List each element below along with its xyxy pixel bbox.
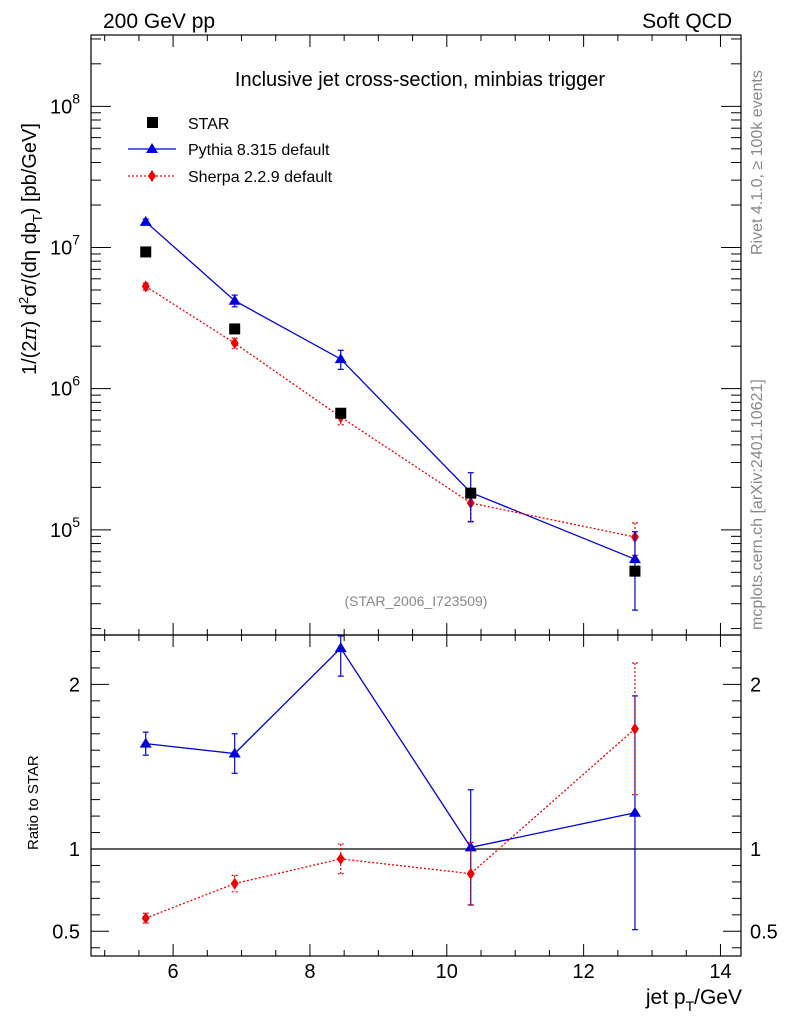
chart-title: Inclusive jet cross-section, minbias tri… xyxy=(235,69,605,91)
pythia-point xyxy=(334,353,347,364)
sherpa-ratio-error-bar xyxy=(337,843,344,875)
ratio-plot-frame xyxy=(90,634,742,957)
mcplots-label: mcplots.cern.ch [arXiv:2401.10621] xyxy=(749,379,766,630)
ratio-series xyxy=(139,635,641,931)
sherpa-ratio-point xyxy=(466,867,475,880)
y-tick-label: 108 xyxy=(50,90,80,118)
pythia-ratio-point xyxy=(628,806,641,817)
star-point xyxy=(140,246,152,258)
sherpa-ratio-line xyxy=(145,728,636,919)
x-tick-label: 14 xyxy=(709,961,731,983)
x-tick-label: 10 xyxy=(436,961,458,983)
legend: STAR Pythia 8.315 default Sherpa 2.2.9 d… xyxy=(128,116,333,186)
sherpa-ratio-point xyxy=(336,852,345,865)
y-tick-labels: 105 106 107 108 xyxy=(50,90,80,542)
x-tick-label: 6 xyxy=(168,961,179,983)
legend-star-marker xyxy=(147,117,158,128)
pythia-series-line xyxy=(145,221,636,560)
sherpa-ratio-error-bar xyxy=(467,841,474,906)
ratio-tick-label-left: 0.5 xyxy=(52,921,80,943)
y-tick-label: 105 xyxy=(50,514,80,542)
x-tick-label: 8 xyxy=(304,961,315,983)
legend-sherpa-label: Sherpa 2.2.9 default xyxy=(188,169,333,186)
x-tick-label: 12 xyxy=(573,961,595,983)
ratio-tick-label-left: 2 xyxy=(69,674,80,696)
main-series xyxy=(139,215,641,611)
pythia-point xyxy=(628,553,641,564)
pythia-ratio-point xyxy=(334,642,347,653)
pythia-ratio-point xyxy=(139,737,152,748)
sherpa-ratio-point xyxy=(230,877,239,890)
header-left: 200 GeV pp xyxy=(103,10,215,33)
sherpa-point xyxy=(230,337,239,350)
star-point xyxy=(229,323,241,335)
sherpa-ratio-point xyxy=(630,722,639,735)
legend-sherpa-marker xyxy=(148,170,156,182)
pythia-ratio-point xyxy=(464,841,477,852)
pythia-point xyxy=(139,215,152,226)
y-tick-label: 106 xyxy=(50,373,80,401)
star-point xyxy=(335,407,347,419)
header-right: Soft QCD xyxy=(642,10,732,33)
star-point xyxy=(465,487,477,499)
ratio-tick-label-right: 0.5 xyxy=(750,921,778,943)
ratio-axis-title: Ratio to STAR xyxy=(25,755,42,850)
pythia-point xyxy=(228,294,241,305)
legend-pythia-marker xyxy=(146,143,158,153)
sherpa-point xyxy=(141,280,150,293)
ratio-tick-label-right: 1 xyxy=(750,839,761,861)
y-axis-title: 1/(2π) d2σ/(dη dpT) [pb/GeV] xyxy=(16,123,45,375)
ratio-tick-label-right: 2 xyxy=(750,674,761,696)
legend-pythia-label: Pythia 8.315 default xyxy=(188,142,330,159)
ratio-tick-label-left: 1 xyxy=(69,839,80,861)
pythia-ratio-point xyxy=(228,747,241,758)
sherpa-ratio-point xyxy=(141,912,150,925)
analysis-id: (STAR_2006_I723509) xyxy=(345,593,488,609)
pythia-ratio-line xyxy=(145,647,636,849)
x-tick-labels: 6 8 10 12 14 xyxy=(168,961,732,983)
axis-ticks xyxy=(91,35,741,956)
ratio-tick-labels: 0.5 0.5 1 1 2 2 xyxy=(52,674,778,943)
legend-star-label: STAR xyxy=(188,116,229,133)
rivet-label: Rivet 4.1.0, ≥ 100k events xyxy=(749,70,766,255)
x-axis-title: jet pT/GeV xyxy=(645,986,742,1014)
pythia-ratio-error-bar xyxy=(337,635,344,677)
y-tick-label: 107 xyxy=(50,231,80,259)
star-point xyxy=(629,565,641,577)
sherpa-series-line xyxy=(145,285,636,538)
